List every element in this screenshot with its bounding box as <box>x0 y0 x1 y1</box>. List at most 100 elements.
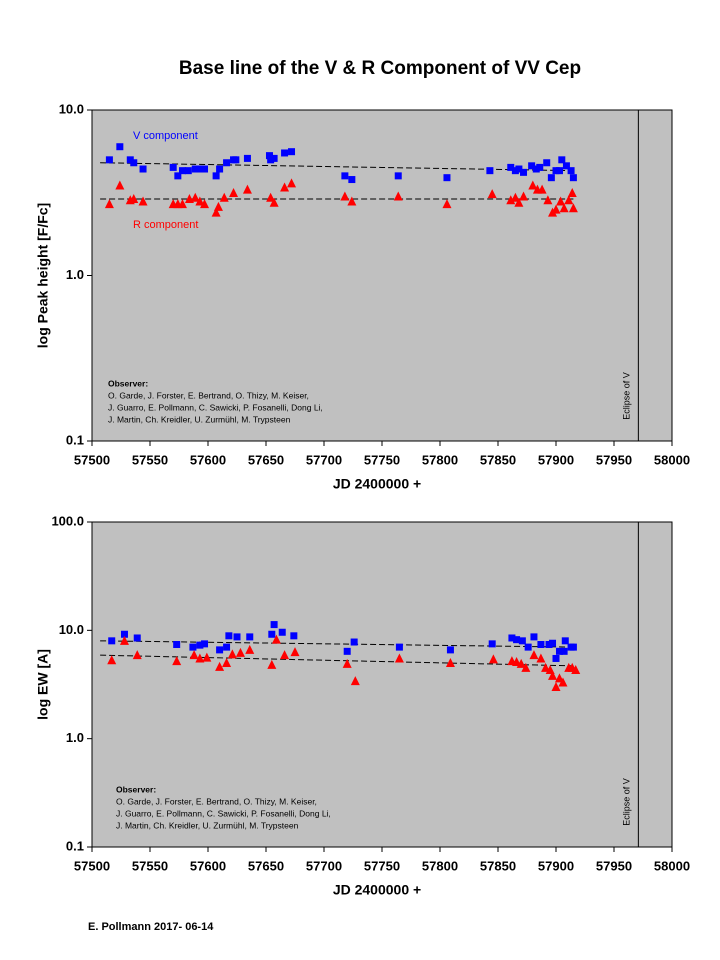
x-tick-label: 57650 <box>248 452 284 467</box>
point <box>200 199 210 209</box>
point <box>514 197 524 207</box>
point <box>520 168 528 176</box>
point <box>189 650 199 660</box>
point <box>130 159 138 167</box>
x-tick-label: 57750 <box>364 858 400 873</box>
point <box>174 172 182 180</box>
point <box>271 634 281 644</box>
point <box>223 159 231 167</box>
point <box>190 192 200 202</box>
x-tick-label: 57550 <box>132 858 168 873</box>
observer-text: Observer: <box>116 784 156 794</box>
point <box>107 655 117 665</box>
point <box>562 162 570 170</box>
point <box>537 640 545 648</box>
point <box>119 635 129 645</box>
point <box>242 184 252 194</box>
point <box>443 174 451 182</box>
point <box>446 646 454 654</box>
point <box>488 654 498 664</box>
point <box>212 172 220 180</box>
point <box>178 167 186 175</box>
point <box>202 652 212 662</box>
y-tick-label: 1.0 <box>66 267 84 282</box>
legend-label: V component <box>133 130 198 142</box>
x-tick-label: 57550 <box>132 452 168 467</box>
observer-text: Observer: <box>108 378 148 388</box>
point <box>524 643 532 651</box>
point <box>184 167 192 175</box>
y-tick-label: 10.0 <box>59 622 84 637</box>
trend-line <box>100 640 574 648</box>
point <box>288 148 296 156</box>
point <box>172 656 182 666</box>
point <box>223 643 231 651</box>
point <box>506 195 516 205</box>
point <box>571 665 581 675</box>
point <box>510 192 520 202</box>
point <box>486 167 494 175</box>
point <box>350 676 360 686</box>
point <box>225 632 233 640</box>
point <box>169 163 177 171</box>
point <box>547 174 555 182</box>
eclipse-label: Eclipse of V <box>622 372 632 420</box>
point <box>487 189 497 199</box>
point <box>347 196 357 206</box>
point <box>245 644 255 654</box>
x-tick-label: 57700 <box>306 858 342 873</box>
point <box>555 167 563 175</box>
point <box>488 640 496 648</box>
point <box>129 193 139 203</box>
observer-text: O. Garde, J. Forster, E. Bertrand, O. Th… <box>116 796 317 806</box>
point <box>555 647 563 655</box>
point <box>395 643 403 651</box>
point <box>268 630 276 638</box>
point <box>120 630 128 638</box>
point <box>287 178 297 188</box>
point <box>343 647 351 655</box>
point <box>442 199 452 209</box>
observer-text: J. Guarro, E. Pollmann, C. Sawicki, P. F… <box>116 808 331 818</box>
point <box>348 176 356 184</box>
y-axis-label: log EW [A] <box>35 649 51 720</box>
point <box>528 162 536 170</box>
x-tick-label: 57850 <box>480 452 516 467</box>
point <box>108 637 116 645</box>
x-axis-label: JD 2400000 + <box>333 882 421 898</box>
point <box>340 191 350 201</box>
point <box>216 165 224 173</box>
x-tick-label: 57650 <box>248 858 284 873</box>
point <box>196 641 204 649</box>
x-tick-label: 57900 <box>538 452 574 467</box>
point <box>201 640 209 648</box>
x-tick-label: 57700 <box>306 452 342 467</box>
point <box>235 647 245 657</box>
observer-text: J. Martin, Ch. Kreidler, U. Zurmühl, M. … <box>108 414 291 424</box>
x-tick-label: 57800 <box>422 858 458 873</box>
plot-area <box>91 109 673 442</box>
point <box>568 203 578 213</box>
point <box>558 677 568 687</box>
x-tick-label: 57950 <box>596 452 632 467</box>
x-tick-label: 57850 <box>480 858 516 873</box>
trend-line <box>100 654 574 667</box>
point <box>191 165 199 173</box>
point <box>521 662 531 672</box>
observer-text: O. Garde, J. Forster, E. Bertrand, O. Th… <box>108 390 309 400</box>
point <box>513 636 521 644</box>
x-tick-label: 57600 <box>190 452 226 467</box>
point <box>227 649 237 659</box>
point <box>243 154 251 162</box>
x-tick-label: 58000 <box>654 452 690 467</box>
point <box>543 195 553 205</box>
point <box>567 188 577 198</box>
point <box>270 154 278 162</box>
point <box>246 633 254 641</box>
footer: E. Pollmann 2017- 06-14 <box>88 921 214 933</box>
point <box>201 165 209 173</box>
point <box>269 197 279 207</box>
point <box>548 670 558 680</box>
point <box>394 172 402 180</box>
